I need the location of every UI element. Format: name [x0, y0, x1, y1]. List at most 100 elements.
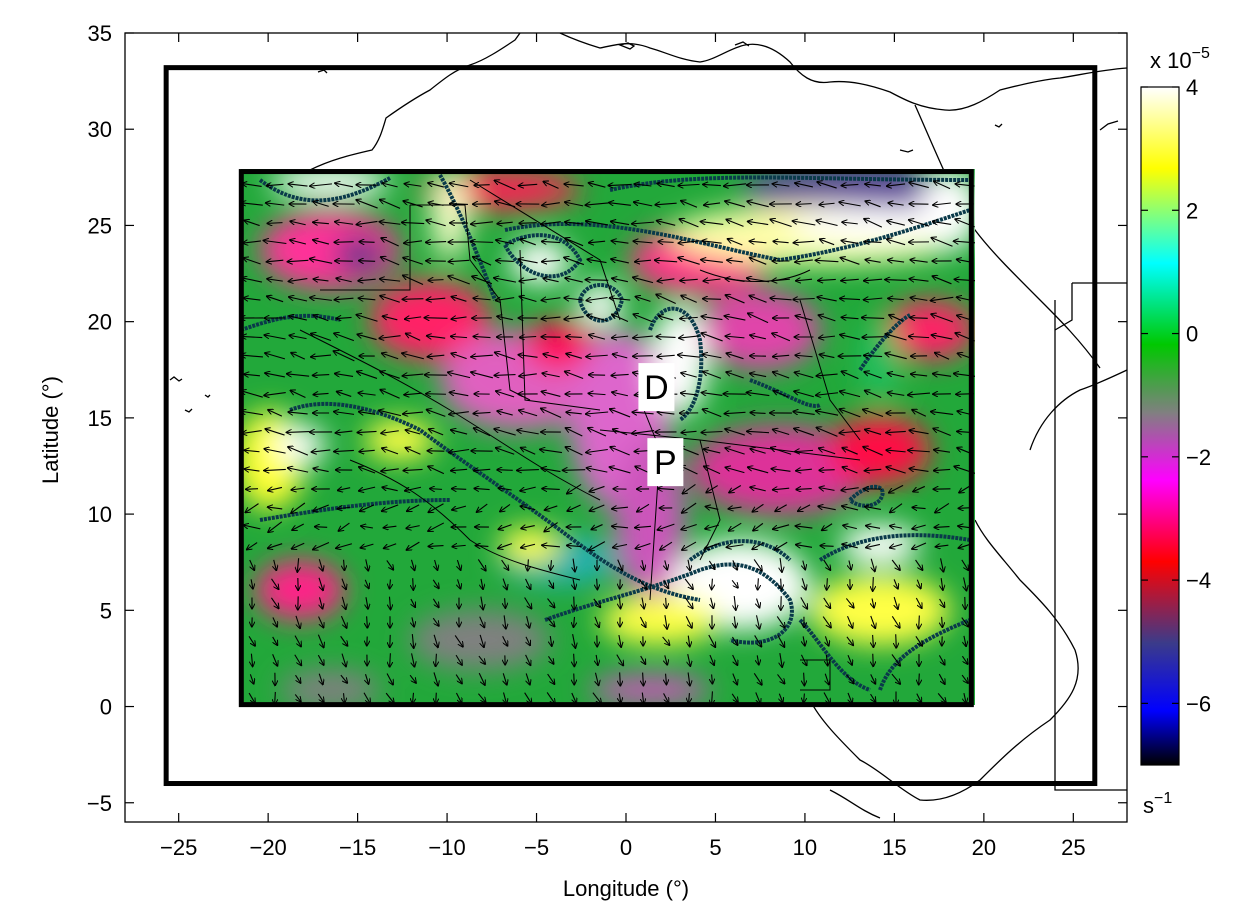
wind-vector [435, 559, 438, 570]
y-tick-label: 10 [88, 502, 112, 527]
wind-vector [642, 560, 644, 570]
wind-vector [481, 578, 483, 589]
wind-vector [794, 391, 814, 398]
wind-vector [406, 334, 421, 341]
wind-vector [682, 541, 697, 550]
wind-vector [289, 316, 307, 321]
wind-vector [586, 355, 608, 357]
wind-vector [908, 450, 930, 452]
wind-vector [862, 318, 885, 319]
wind-vector [338, 507, 351, 508]
wind-vector [870, 615, 875, 628]
wind-vector [612, 314, 629, 323]
wind-vector [613, 429, 628, 436]
wind-vector [359, 486, 376, 491]
wind-vector [503, 673, 507, 684]
wind-vector [772, 333, 791, 342]
wind-vector [449, 412, 469, 415]
wind-vector [268, 543, 283, 549]
wind-vector [567, 483, 582, 493]
wind-vector [498, 524, 512, 530]
wind-vector [912, 507, 926, 508]
wind-vector [288, 412, 308, 414]
wind-vector [632, 431, 655, 434]
wind-vector [934, 527, 950, 528]
colorbar-tick-label: 4 [1186, 75, 1198, 100]
inner-domain-box [238, 169, 974, 708]
wind-vector [658, 279, 675, 281]
wind-vector [317, 654, 323, 665]
wind-vector [380, 279, 401, 281]
wind-vector [405, 184, 422, 187]
wind-vector [889, 315, 904, 322]
wind-vector [804, 672, 805, 686]
wind-vector [636, 542, 651, 549]
wind-vector [311, 355, 332, 357]
wind-vector [566, 354, 582, 359]
wind-vector [565, 238, 584, 247]
wind-vector [796, 545, 813, 548]
wind-vector [358, 393, 376, 395]
wind-vector [823, 692, 830, 703]
wind-vector [702, 393, 723, 396]
wind-vector [317, 634, 323, 648]
wind-vector [942, 616, 943, 627]
wind-vector [885, 280, 907, 281]
wind-vector [429, 503, 444, 512]
wind-vector [497, 316, 513, 319]
wind-vector [734, 616, 735, 627]
wind-vector [474, 428, 491, 437]
wind-vector [268, 223, 283, 224]
wind-vector [657, 221, 676, 226]
wind-vector [932, 335, 953, 340]
wind-vector [496, 298, 515, 301]
wind-vector [519, 410, 538, 417]
wind-vector [267, 279, 283, 281]
wind-vector [429, 203, 444, 206]
wind-vector [432, 617, 439, 626]
wind-vector [890, 503, 903, 513]
wind-vector [663, 693, 669, 702]
wind-vector [521, 448, 536, 455]
outer-domain-box [163, 65, 1098, 787]
wind-vector [633, 356, 653, 357]
colorbar-tick-label: 0 [1186, 322, 1198, 347]
annotation-p-text: P [654, 444, 677, 482]
wind-vector [865, 507, 882, 510]
wind-vector [381, 238, 399, 247]
wind-vector [865, 242, 882, 243]
wind-vector [619, 634, 621, 647]
wind-vector [915, 559, 923, 570]
y-tick-label: 30 [88, 117, 112, 142]
wind-vector [665, 615, 667, 629]
wind-vector [934, 181, 951, 190]
wind-vector [938, 673, 944, 684]
wind-vector [843, 525, 857, 528]
wind-vector [752, 542, 764, 550]
wind-vector [772, 279, 790, 281]
wind-vector [917, 693, 921, 703]
wind-vector [664, 579, 669, 588]
wind-vector [612, 526, 629, 528]
wind-vector [706, 507, 719, 510]
colorbar-ticks: 4 2 0 −2 −4 −6 [1141, 75, 1211, 716]
wind-vector [613, 545, 628, 548]
wind-vector [635, 184, 652, 186]
wind-vector [886, 450, 906, 452]
wind-vector [909, 220, 930, 227]
wind-vector [334, 450, 354, 451]
wind-vector [248, 692, 255, 703]
wind-vector [313, 202, 329, 207]
wind-vector [702, 316, 723, 321]
wind-vector [917, 579, 920, 589]
wind-vector [708, 560, 714, 569]
wind-vector [888, 298, 904, 299]
wind-vector [242, 184, 262, 187]
wind-vector [886, 431, 906, 432]
wind-vector [712, 674, 713, 683]
wind-vector [366, 674, 369, 684]
wind-vector [731, 579, 738, 587]
wind-vector [864, 219, 883, 228]
wind-vector [244, 450, 260, 452]
wind-vector [609, 184, 632, 185]
